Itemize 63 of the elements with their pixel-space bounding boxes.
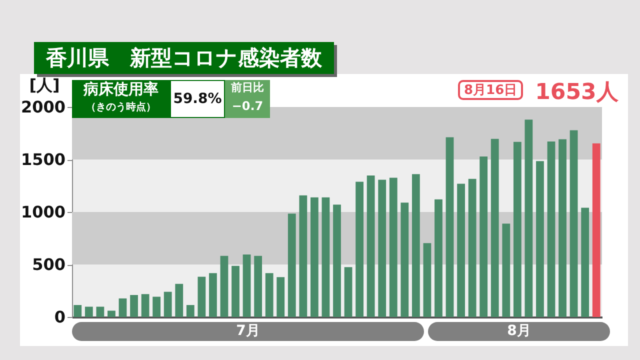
bar (480, 156, 488, 317)
text: 7月 (72, 322, 424, 341)
bar (558, 139, 566, 317)
bar (378, 180, 386, 317)
text: 病床使用率 (72, 80, 170, 100)
y-tick-label: 1500 (20, 150, 66, 169)
chart-title: 香川県 新型コロナ感染者数 (34, 42, 334, 74)
bar (254, 256, 262, 317)
y-axis-title: [人] (29, 76, 60, 94)
bar (288, 214, 296, 317)
bar (356, 182, 364, 317)
bar (74, 305, 82, 317)
bar (468, 178, 476, 317)
bar (581, 208, 590, 317)
bar (220, 256, 228, 317)
bar (490, 138, 499, 317)
bar (232, 266, 240, 317)
bar (152, 296, 161, 317)
annotation: −0.7 (225, 99, 270, 118)
bar (276, 277, 285, 317)
bar (513, 142, 522, 317)
bar (547, 142, 556, 317)
bar (175, 284, 184, 317)
bar (457, 184, 465, 317)
bar (186, 305, 194, 317)
y-tick-label: 1000 (20, 202, 66, 222)
y-tick-label: 2000 (20, 98, 66, 116)
bar (400, 202, 409, 317)
bar (130, 295, 138, 317)
bar (366, 175, 375, 317)
bar (434, 199, 442, 317)
bar (299, 195, 308, 317)
text: 前日比 (225, 80, 270, 99)
bar (242, 254, 251, 317)
bar (96, 306, 104, 317)
bar (536, 161, 544, 317)
bar (209, 273, 217, 317)
bar (265, 273, 274, 317)
bar (84, 306, 93, 317)
bar (344, 267, 352, 317)
bar (389, 178, 398, 317)
text: 8月 (428, 322, 610, 341)
text: 8月16日 (458, 80, 524, 100)
bar (570, 130, 578, 317)
y-tick-label: 500 (32, 255, 66, 274)
bar (141, 294, 150, 317)
bar (198, 276, 206, 317)
bar (322, 197, 330, 317)
bar (592, 143, 600, 317)
bar (164, 292, 172, 317)
data-label: 1653人 (535, 80, 620, 105)
bar (502, 224, 510, 317)
bar (412, 174, 420, 317)
bar (524, 120, 533, 317)
bar (423, 243, 432, 317)
annotation: （きのう時点） (72, 100, 170, 118)
bar (446, 137, 454, 317)
bar (118, 298, 127, 317)
bar (333, 204, 341, 317)
bar (310, 197, 318, 317)
bar (108, 310, 116, 317)
y-tick-label: 0 (54, 308, 66, 326)
text: 59.8% (170, 80, 225, 118)
